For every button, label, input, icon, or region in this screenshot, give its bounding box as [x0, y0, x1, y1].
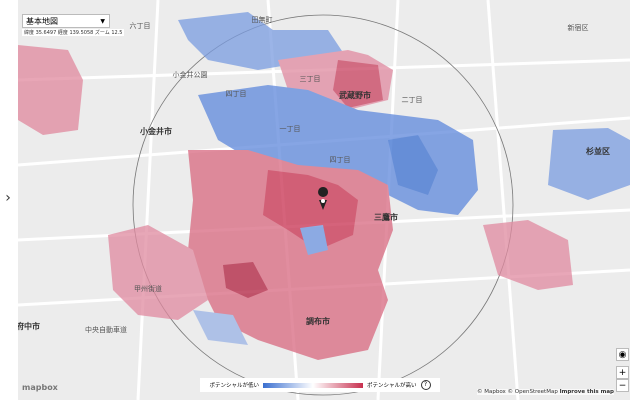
place-label: 中央自動車道	[85, 325, 127, 334]
place-label: 甲州街道	[134, 284, 162, 293]
place-label: 四丁目	[330, 156, 351, 164]
place-label: 武蔵野市	[339, 90, 371, 100]
place-label: 杉並区	[586, 146, 610, 156]
legend-gradient	[263, 382, 363, 388]
legend-low: ポテンシャルが低い	[209, 383, 259, 389]
place-label: 四丁目	[226, 90, 247, 98]
attr-mapbox[interactable]: © Mapbox	[476, 389, 506, 395]
location-marker	[318, 187, 329, 210]
mapbox-logo[interactable]: mapbox	[22, 383, 58, 392]
style-label: 基本地図	[26, 17, 58, 26]
zoom-in[interactable]: +	[616, 366, 629, 379]
place-label: 調布市	[306, 316, 330, 326]
legend-high: ポテンシャルが高い	[367, 383, 417, 389]
place-label: 二丁目	[402, 96, 423, 104]
place-label: 田無町	[252, 15, 273, 24]
place-label: 府中市	[18, 321, 40, 331]
side-toggle[interactable]: ›	[5, 190, 11, 206]
attribution: © Mapbox © OpenStreetMap Improve this ma…	[476, 389, 614, 395]
place-label: 三丁目	[300, 75, 321, 83]
place-label: 一丁目	[280, 125, 301, 133]
map: 六丁目 田無町 小金井公園 四丁目 三丁目 武蔵野市 二丁目 一丁目 小金井市 …	[18, 0, 630, 400]
attr-osm[interactable]: © OpenStreetMap	[507, 389, 558, 395]
place-label: 新宿区	[568, 23, 589, 32]
place-label: 小金井市	[139, 126, 172, 136]
status-readout: 緯度 35.6497 経度 139.5058 ズーム 12.5	[22, 29, 125, 36]
place-label: 六丁目	[130, 21, 151, 30]
zoom-out[interactable]: −	[616, 379, 629, 392]
place-labels: 六丁目 田無町 小金井公園 四丁目 三丁目 武蔵野市 二丁目 一丁目 小金井市 …	[18, 15, 610, 334]
legend: ポテンシャルが低い ポテンシャルが高い ?	[200, 378, 440, 392]
attr-improve[interactable]: Improve this map	[559, 389, 614, 395]
locate-button[interactable]: ◉	[616, 348, 629, 361]
place-label: 小金井公園	[173, 70, 208, 79]
place-label: 三鷹市	[374, 212, 398, 222]
style-select[interactable]: 基本地図 ▼	[22, 14, 110, 28]
help-button[interactable]: ?	[420, 380, 431, 390]
